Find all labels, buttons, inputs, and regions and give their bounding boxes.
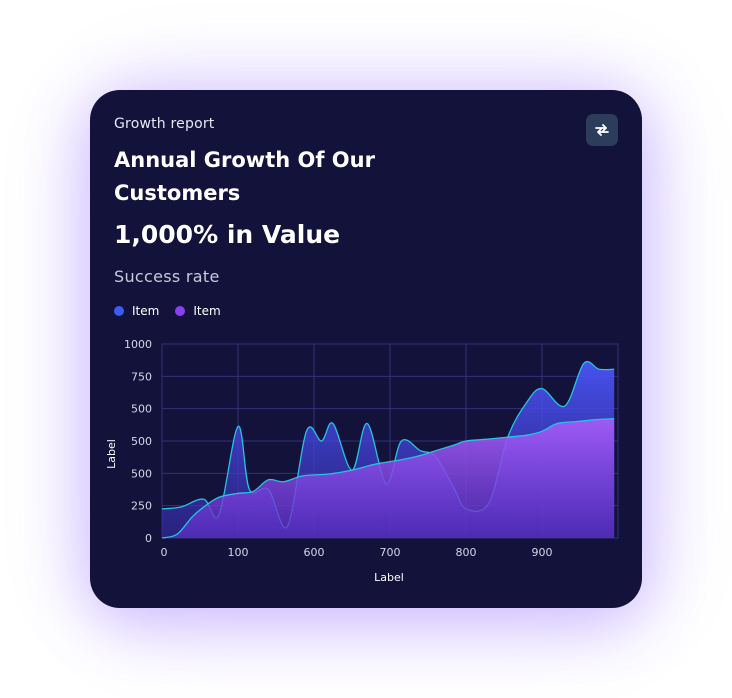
success-rate-label: Success rate: [114, 267, 220, 286]
y-tick-label: 500: [131, 435, 152, 448]
legend-item-2[interactable]: Item: [175, 304, 221, 318]
x-axis-label: Label: [374, 571, 404, 584]
legend-dot-2: [175, 306, 186, 316]
y-tick-label: 250: [131, 500, 152, 513]
y-axis-label: Label: [105, 439, 118, 469]
legend-item-1[interactable]: Item: [114, 304, 159, 318]
legend-label-2: Item: [193, 304, 221, 318]
card-subtitle: Growth report: [114, 116, 215, 132]
value-headline: 1,000% in Value: [114, 220, 341, 249]
x-tick-label: 800: [456, 546, 477, 559]
card-title: Annual Growth Of Our Customers: [114, 148, 375, 205]
legend-dot-1: [114, 306, 124, 316]
y-tick-label: 0: [145, 532, 152, 545]
chart-legend: Item Item: [114, 304, 221, 318]
series-line-2: [161, 418, 615, 539]
growth-area-chart: 1000 750 500 500 500 250 00 100 600 700 800 900 Lab…: [105, 338, 619, 584]
y-tick-label: 750: [131, 370, 152, 383]
x-tick-label: 900: [532, 546, 553, 559]
legend-label-1: Item: [132, 304, 160, 318]
y-tick-label: 500: [131, 467, 152, 480]
swap-arrows-icon: [595, 124, 609, 136]
x-tick-label: 0: [161, 546, 168, 559]
x-tick-label: 600: [304, 546, 325, 559]
y-tick-label: 1000: [124, 338, 152, 351]
x-tick-label: 100: [228, 546, 249, 559]
series-area-2: [162, 418, 615, 538]
swap-button[interactable]: [586, 114, 618, 146]
y-tick-label: 500: [131, 403, 152, 416]
growth-report-card: Growth report Annual Growth Of Our Custo…: [90, 90, 642, 608]
x-tick-label: 700: [380, 546, 401, 559]
